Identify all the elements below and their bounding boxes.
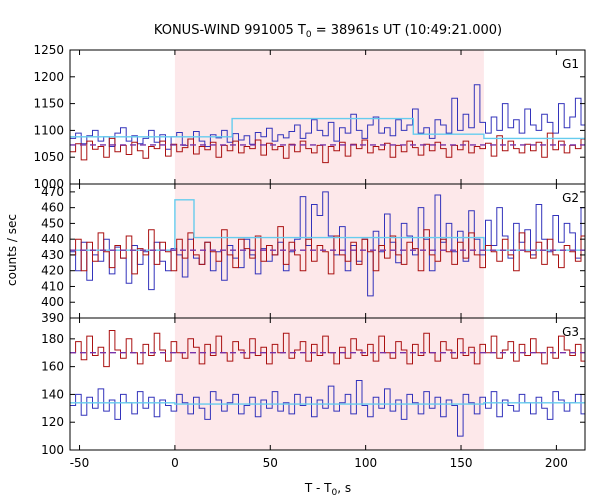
panel-g1: 1000 1050 1100 1150 1200 1250 G1 [33, 43, 586, 191]
highlight-interval [174, 50, 484, 184]
chart-title-rest: = 38961s UT (10:49:21.000) [312, 23, 502, 38]
y-tick-label: 440 [41, 232, 64, 246]
y-tick-label: 470 [41, 185, 64, 199]
y-tick-label: 1050 [33, 150, 64, 164]
highlight-interval [174, 184, 484, 318]
y-tick-label: 1000 [33, 177, 64, 191]
y-tick-label: 460 [41, 201, 64, 215]
panel-frame [69, 317, 586, 451]
level-cyan-g1 [70, 117, 585, 140]
series-blue-g3 [70, 380, 585, 437]
panel-label-g3: G3 [562, 325, 579, 339]
x-tick-label: 0 [171, 456, 179, 470]
y-tick-label: 1200 [33, 70, 64, 84]
y-axis-label: counts / sec [5, 214, 19, 286]
y-tick-label: 430 [41, 248, 64, 262]
y-tick-label: 450 [41, 216, 64, 230]
panel-label-g1: G1 [562, 57, 579, 71]
x-tick-label: -50 [70, 456, 90, 470]
panel-g3: 100 120 140 160 180 G3 [41, 317, 586, 457]
panel-plot-area [70, 84, 585, 164]
x-axis-label-rest: , s [337, 481, 351, 495]
y-tick-label: 140 [41, 387, 64, 401]
x-tick-label: 100 [354, 456, 377, 470]
y-tick-label: 160 [41, 360, 64, 374]
series-red-g2 [70, 226, 585, 275]
series-red-g1 [70, 130, 585, 164]
y-tick-label: 400 [41, 295, 64, 309]
y-tick-label: 420 [41, 264, 64, 278]
x-tick-label: 150 [450, 456, 473, 470]
y-tick-label: 390 [41, 311, 64, 325]
y-tick-label: 120 [41, 415, 64, 429]
x-tick-label: 50 [263, 456, 278, 470]
y-tick-label: 180 [41, 332, 64, 346]
x-tick-label: 200 [545, 456, 568, 470]
panel-plot-area [70, 191, 585, 297]
panels-group: 100010501100115012001250G139040041042043… [33, 43, 586, 470]
x-axis-label: T - T0, s [304, 481, 351, 498]
y-tick-label: 1100 [33, 123, 64, 137]
chart-title: KONUS-WIND 991005 T0 = 38961s UT (10:49:… [154, 23, 502, 40]
y-tick-label: 410 [41, 279, 64, 293]
y-tick-label: 1250 [33, 43, 64, 57]
level-cyan-g3 [70, 402, 585, 405]
series-red-g3 [70, 330, 585, 368]
y-tick-label: 1150 [33, 97, 64, 111]
panel-plot-area [70, 330, 585, 437]
level-cyan-g2 [70, 199, 585, 251]
y-tick-label: 100 [41, 443, 64, 457]
x-axis-label-subscript: 0 [332, 488, 338, 498]
panel-label-g2: G2 [562, 191, 579, 205]
series-blue-g1 [70, 84, 585, 150]
chart-title-subscript: 0 [306, 30, 312, 40]
highlight-interval [174, 318, 484, 450]
